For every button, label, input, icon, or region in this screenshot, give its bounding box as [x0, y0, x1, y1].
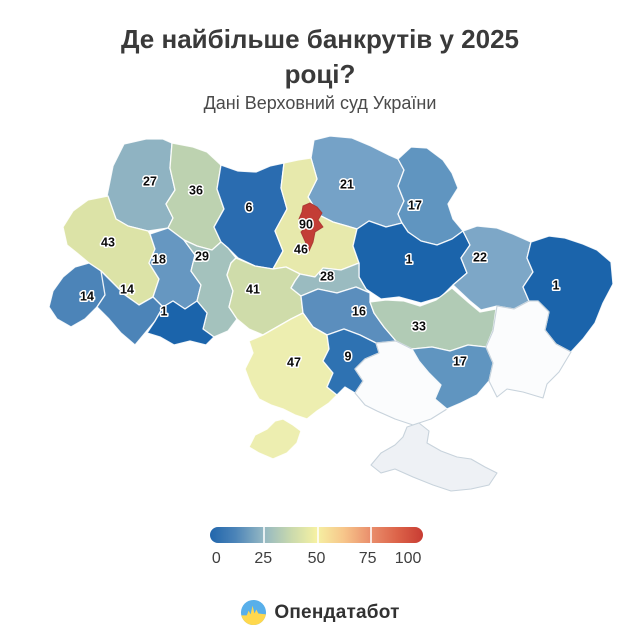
legend-tick-50: 50: [307, 550, 326, 567]
region-crimea: [370, 422, 498, 492]
region-dnipropetrovsk-value: 33: [412, 320, 426, 334]
scale-separator: [263, 527, 266, 543]
region-khmelnytskyi-value: 29: [195, 250, 209, 264]
legend-tick-100: 100: [394, 550, 422, 567]
color-scale-bar: [210, 527, 423, 543]
brand-name: Опендатабот: [274, 601, 400, 623]
legend-tick-25: 25: [254, 550, 273, 567]
region-zaporizhzhia-value: 17: [453, 355, 467, 369]
scale-separator: [316, 527, 319, 543]
region-vinnytsia-value: 41: [246, 283, 260, 297]
region-mykolaiv-value: 9: [345, 350, 352, 364]
region-kyiv-city: [298, 202, 324, 252]
color-scale-ticks: 0 25 50 75 100: [210, 550, 423, 570]
region-kyiv-city-value: 90: [299, 218, 313, 232]
region-ivano-frankivsk-value: 14: [120, 283, 134, 297]
legend-tick-75: 75: [358, 550, 377, 567]
region-odesa-value: 47: [287, 356, 301, 370]
brand-footer: Опендатабот: [0, 599, 640, 626]
region-odesa: [244, 312, 338, 460]
region-chernihiv-value: 21: [340, 178, 354, 192]
region-rivne-value: 36: [189, 184, 203, 198]
page-title: Де найбільше банкрутів у 2025 році?: [120, 24, 520, 89]
region-ternopil-value: 18: [152, 253, 166, 267]
region-zhytomyr-value: 6: [246, 201, 253, 215]
region-sumy: [397, 146, 464, 246]
region-sumy-value: 17: [408, 199, 422, 213]
region-ivano-frankivsk: [96, 270, 164, 346]
region-volyn: [106, 138, 176, 232]
region-luhansk: [522, 235, 614, 353]
region-luhansk-value: 1: [553, 279, 560, 293]
region-cherkasy-value: 28: [320, 270, 334, 284]
region-lviv-value: 43: [101, 236, 115, 250]
region-chernivtsi-value: 1: [161, 305, 168, 319]
scale-separator: [369, 527, 372, 543]
logo-yellow-pulse: [241, 605, 267, 626]
region-kharkiv-value: 22: [473, 251, 487, 265]
region-zaporizhzhia: [411, 344, 494, 410]
region-kyiv-oblast-value: 46: [294, 243, 308, 257]
region-chernihiv: [307, 135, 405, 230]
region-volyn-value: 27: [143, 175, 157, 189]
region-kirovohrad-value: 16: [352, 305, 366, 319]
data-source-subtitle: Дані Верховний суд України: [203, 93, 437, 113]
region-chernivtsi: [146, 300, 215, 346]
color-scale-legend: 0 25 50 75 100: [210, 527, 423, 570]
region-donetsk: [485, 300, 572, 399]
region-zakarpattia-value: 14: [80, 290, 94, 304]
legend-tick-0: 0: [211, 550, 221, 567]
region-poltava-value: 1: [406, 253, 413, 267]
opendatabot-logo-icon: [241, 599, 267, 626]
